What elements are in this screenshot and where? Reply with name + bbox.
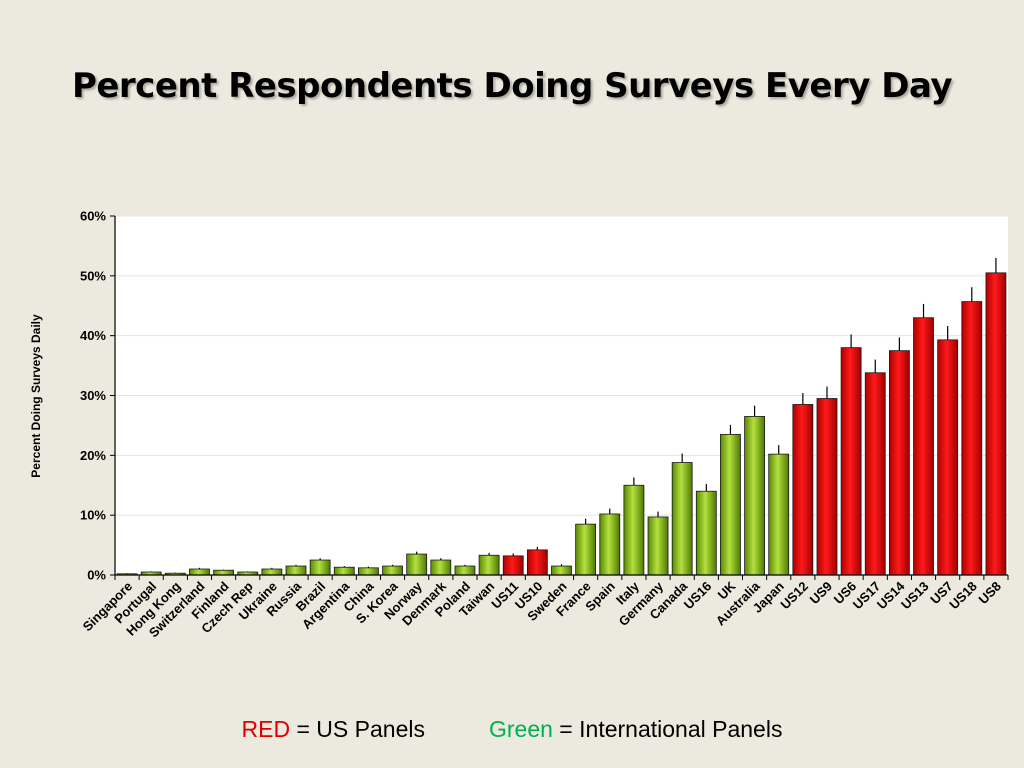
bar-us6 — [840, 347, 862, 576]
x-tick-label: US8 — [976, 579, 1004, 607]
bar-finland — [213, 569, 235, 576]
bar-argentina — [333, 566, 355, 576]
x-tick-label: US12 — [777, 579, 811, 613]
bar-us12 — [792, 404, 814, 576]
bar-us7 — [937, 339, 959, 576]
bar-japan — [768, 453, 790, 576]
bar-france — [575, 523, 597, 576]
bar-australia — [744, 416, 765, 576]
legend-red-text: = US Panels — [290, 716, 425, 742]
bar-us17 — [864, 372, 886, 576]
bar-us10 — [526, 549, 548, 576]
legend-green-text: = International Panels — [552, 716, 783, 742]
bar-spain — [599, 513, 621, 576]
y-tick-label: 10% — [80, 508, 106, 523]
y-tick-label: 20% — [80, 448, 106, 463]
bar-canada — [671, 462, 693, 576]
bar-us16 — [695, 490, 717, 576]
chart-title: Percent Respondents Doing Surveys Every … — [71, 66, 953, 106]
bar-chart: 0% 10% 20% 30% 40% 50% 60% SingaporePortugalHo… — [29, 209, 1009, 640]
y-tick-label: 50% — [80, 268, 106, 283]
x-tick-label: US13 — [898, 579, 932, 613]
bar-s-korea — [382, 565, 403, 576]
y-ticks: 0% 10% 20% 30% 40% 50% 60% — [80, 209, 115, 583]
legend-intl: Green = International Panels — [489, 716, 782, 743]
bar-us9 — [816, 398, 838, 576]
bar-poland — [454, 565, 476, 576]
legend-us: RED = US Panels — [242, 716, 425, 743]
bar-us13 — [913, 317, 934, 576]
bar-taiwan — [478, 554, 500, 576]
legend-green-word: Green — [488, 716, 553, 742]
x-tick-label: US16 — [681, 579, 715, 613]
bar-ukraine — [261, 568, 283, 576]
bar-us11 — [502, 555, 524, 576]
y-tick-label: 0% — [87, 568, 106, 583]
bar-russia — [285, 565, 307, 576]
bar-us8 — [985, 272, 1007, 576]
legend-red-word: RED — [241, 716, 291, 742]
legend: RED = US Panels Green = International Pan… — [0, 716, 1024, 743]
x-tick-label: US9 — [807, 579, 835, 607]
bar-denmark — [430, 559, 452, 576]
y-axis-label: Percent Doing Surveys Daily — [29, 314, 43, 478]
bar-germany — [647, 516, 669, 576]
bar-us14 — [888, 350, 910, 576]
x-tick-label: US18 — [946, 579, 980, 613]
bar-norway — [406, 553, 428, 576]
bar-italy — [623, 484, 645, 576]
y-tick-label: 40% — [80, 328, 106, 343]
bar-sweden — [551, 565, 572, 576]
bar-brazil — [309, 559, 331, 576]
y-tick-label: 60% — [80, 209, 106, 224]
error-bars — [126, 257, 997, 574]
bar-us18 — [961, 301, 983, 576]
bar-china — [358, 567, 379, 576]
bar-switzerland — [189, 568, 210, 576]
y-tick-label: 30% — [80, 388, 106, 403]
bars — [116, 272, 1007, 576]
bar-uk — [720, 433, 741, 576]
